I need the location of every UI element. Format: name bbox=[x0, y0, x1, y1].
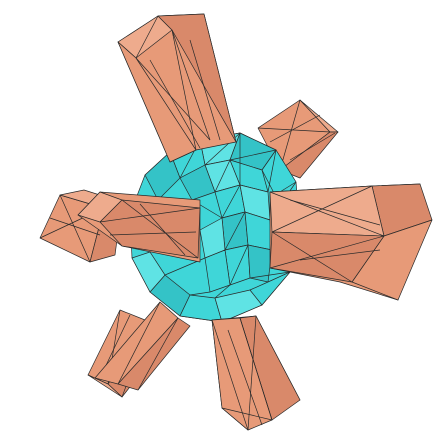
prism-right bbox=[269, 183, 433, 301]
prism-left-front bbox=[77, 191, 201, 263]
prism-top bbox=[117, 13, 237, 163]
prism-bottom-left bbox=[94, 301, 191, 391]
prism-bottom bbox=[211, 315, 301, 431]
